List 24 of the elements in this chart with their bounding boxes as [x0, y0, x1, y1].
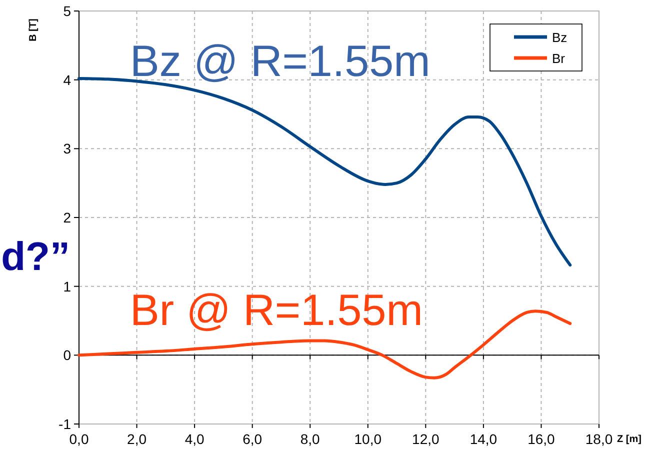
legend-label: Bz — [552, 30, 568, 45]
y-tick-label: 3 — [63, 140, 72, 157]
y-axis-title: B [T] — [28, 18, 39, 42]
y-tick-label: 5 — [63, 3, 72, 19]
annotation: Br @ R=1.55m — [130, 286, 423, 335]
x-tick-label: 10,0 — [354, 431, 382, 447]
y-tick-label: 4 — [63, 72, 72, 88]
y-tick-label: -1 — [58, 416, 72, 432]
annotation: Bz @ R=1.55m — [130, 37, 430, 86]
legend-label: Br — [552, 51, 566, 66]
text: d?” — [1, 235, 70, 279]
x-tick-label: 6,0 — [242, 431, 262, 447]
x-tick-label: 4,0 — [184, 431, 204, 447]
y-tick-label: 1 — [63, 278, 72, 294]
x-tick-label: 18,0 — [585, 431, 613, 447]
x-tick-label: 12,0 — [412, 431, 440, 447]
x-tick-label: 0,0 — [69, 431, 89, 447]
y-tick-label: 2 — [63, 210, 72, 226]
y-tick-label: 0 — [63, 347, 72, 364]
x-axis-title: Z [m] — [617, 434, 642, 445]
x-tick-label: 14,0 — [470, 431, 498, 447]
x-tick-label: 2,0 — [127, 431, 147, 447]
x-tick-label: 8,0 — [300, 431, 320, 447]
x-tick-label: 16,0 — [528, 431, 556, 447]
